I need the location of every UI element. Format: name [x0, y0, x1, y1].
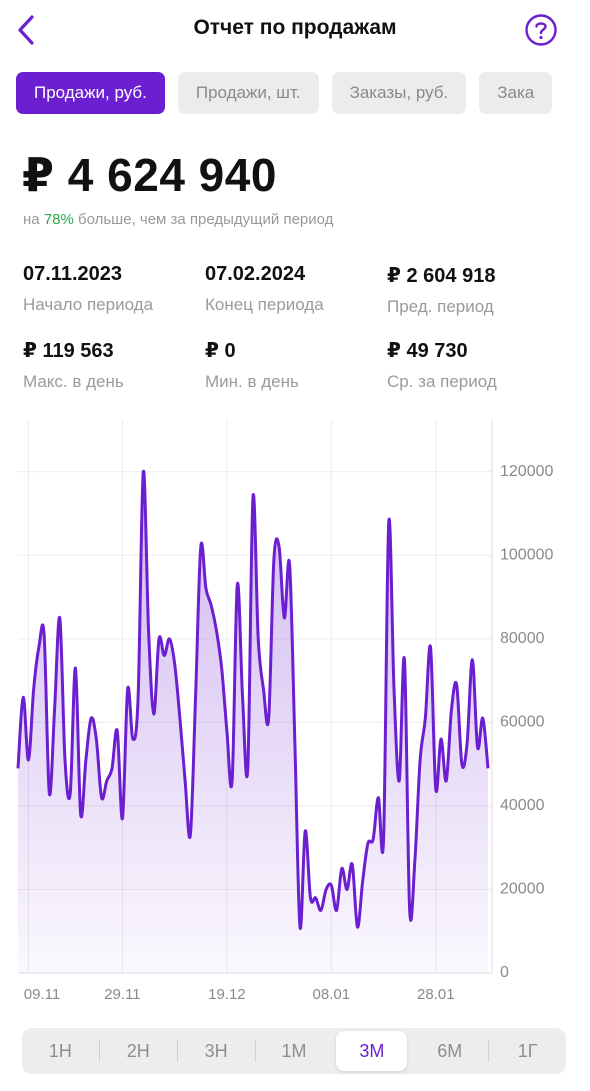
area-fill — [18, 471, 488, 973]
change-prefix: на — [23, 211, 40, 228]
tab[interactable]: Продажи, шт. — [177, 72, 319, 114]
stat-label: Начало периода — [23, 295, 154, 314]
x-tick-label: 19.12 — [208, 986, 246, 1003]
change-note: на 78% больше, чем за предыдущий период — [23, 211, 333, 228]
stat-value: 07.11.2023 — [23, 263, 122, 285]
stat-value: ₽ 119 563 — [23, 340, 114, 362]
separator — [488, 1040, 490, 1062]
y-tick-label: 40000 — [500, 797, 545, 814]
stat-value: ₽ 49 730 — [387, 340, 468, 362]
stat-value: 07.02.2024 — [205, 263, 306, 285]
stat: ₽ 119 563 Макс. в день — [23, 338, 124, 392]
stat: ₽ 2 604 918 Пред. период — [387, 263, 495, 317]
separator — [176, 1040, 178, 1062]
stat-label: Мин. в день — [205, 372, 299, 391]
back-button[interactable] — [14, 14, 40, 46]
period-option[interactable]: 1М — [281, 1041, 307, 1061]
tab[interactable]: Заказы, руб. — [331, 72, 467, 114]
y-tick-label: 120000 — [500, 463, 553, 480]
change-suffix: больше, чем за предыдущий период — [78, 211, 334, 228]
x-tick-label: 08.01 — [313, 986, 351, 1003]
stat: 07.11.2023 Начало периода — [23, 263, 153, 315]
x-tick-label: 29.11 — [104, 986, 140, 1003]
period-option[interactable]: 6М — [437, 1041, 463, 1061]
y-tick-label: 80000 — [500, 630, 545, 647]
y-tick-label: 60000 — [500, 714, 545, 731]
period-option[interactable]: 3М — [336, 1031, 408, 1071]
y-tick-label: 20000 — [500, 881, 545, 898]
x-tick-label: 09.11 — [24, 986, 60, 1003]
stat-label: Пред. период — [387, 297, 494, 316]
separator — [98, 1040, 100, 1062]
line — [16, 469, 490, 930]
tab-bar: Продажи, руб. Продажи, шт. Заказы, руб. Зак… — [16, 72, 590, 116]
stat: ₽ 0 Мин. в день — [205, 338, 299, 392]
change-value: 78% — [43, 211, 74, 228]
period-option[interactable]: 2Н — [126, 1041, 150, 1061]
tab[interactable]: Продажи, руб. — [16, 72, 165, 114]
chart: 09.11 29.11 19.12 08.01 28.01 0 20000 40000 6000… — [16, 420, 553, 1003]
stat-value: ₽ 2 604 918 — [387, 265, 496, 287]
separator — [254, 1040, 256, 1062]
x-tick-label: 28.01 — [417, 986, 455, 1003]
period-option[interactable]: 1Г — [517, 1041, 538, 1061]
total-sales: ₽ 4 624 940 — [22, 149, 277, 201]
y-tick-label: 0 — [500, 964, 509, 981]
period-option[interactable]: 3Н — [204, 1041, 228, 1061]
stat: ₽ 49 730 Ср. за период — [387, 338, 497, 392]
stat-label: Макс. в день — [23, 372, 124, 391]
period-option[interactable]: 1Н — [48, 1041, 72, 1061]
page-title: Отчет по продажам — [193, 16, 397, 39]
stat-label: Ср. за период — [387, 372, 497, 391]
tab[interactable]: Зака — [479, 72, 553, 114]
stat-value: ₽ 0 — [205, 340, 236, 362]
stat-label: Конец периода — [205, 295, 324, 314]
period-selector: 1Н 2Н 3Н 1М 3М 6М 1Г — [22, 1028, 566, 1074]
stat: 07.02.2024 Конец периода — [205, 263, 324, 315]
y-tick-label: 100000 — [500, 547, 553, 564]
help-button[interactable] — [524, 13, 558, 47]
